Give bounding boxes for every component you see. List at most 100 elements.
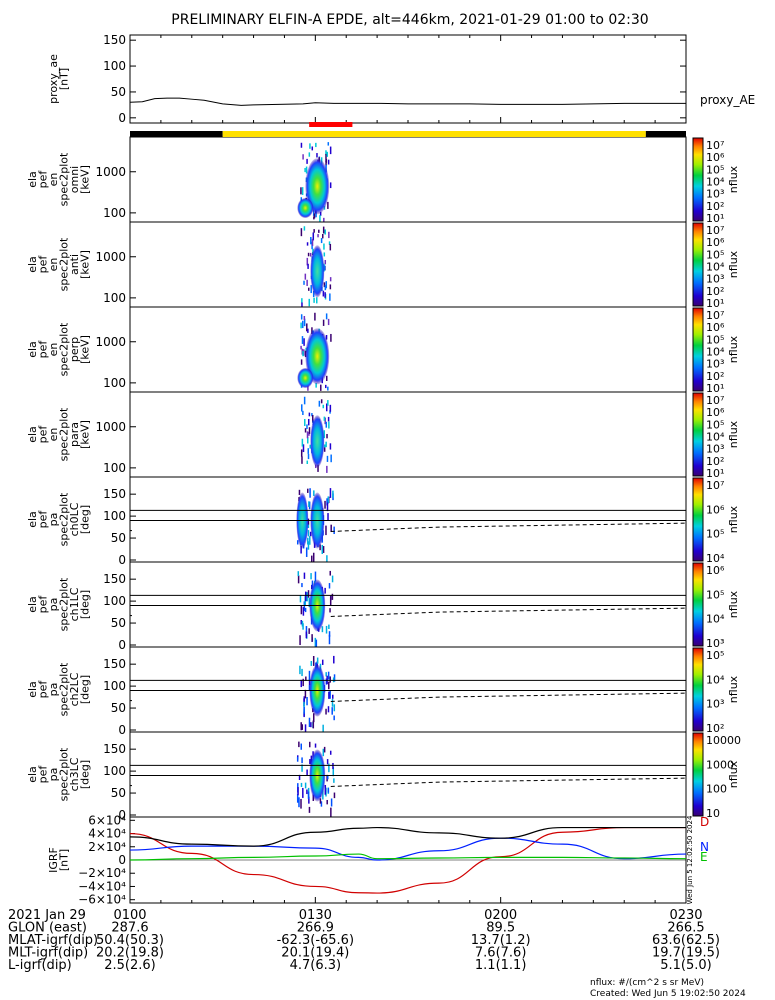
speckle-mark	[302, 787, 304, 798]
proxy-ae-panel: 150 100 50 0 proxy_AE proxy_ae[nT]	[47, 33, 756, 125]
ylabel-line: perp	[68, 337, 81, 362]
series-label: N	[700, 840, 709, 854]
ylabel-line: proxy_ae	[47, 54, 60, 104]
speckle-mark	[303, 601, 306, 611]
spectrogram-blob	[305, 328, 330, 385]
status-bars	[130, 122, 686, 137]
x-axis-row-label: MLAT-igrf(dip)	[8, 933, 98, 948]
ylabel-line: ela	[26, 426, 39, 443]
x-axis-value: 19.7(19.5)	[652, 946, 720, 961]
speckle-mark	[302, 350, 304, 357]
speckle-mark	[304, 273, 307, 280]
igrf-series-line	[129, 853, 687, 861]
speckle-mark	[300, 142, 303, 148]
speckle-mark	[314, 743, 317, 748]
x-axis-value: 5.1(5.0)	[660, 958, 712, 973]
colorbar-tick: 10¹	[706, 382, 724, 395]
speckle-mark	[304, 591, 307, 602]
speckle-mark	[301, 336, 304, 344]
ytick-label: −6×10⁴	[78, 893, 126, 907]
speckle-mark	[329, 182, 332, 189]
speckle-mark	[309, 444, 311, 449]
speckle-mark	[317, 234, 319, 238]
speckle-mark	[327, 706, 330, 713]
speckle-mark	[321, 626, 324, 633]
speckle-mark	[304, 724, 307, 734]
speckle-mark	[323, 217, 325, 222]
speckle-mark	[301, 583, 303, 588]
colorbar-label: nflux	[727, 250, 740, 278]
ylabel-line: pef	[36, 425, 49, 444]
speckle-mark	[310, 661, 313, 666]
ytick-label: 4×10⁴	[88, 827, 126, 841]
colorbar	[692, 477, 704, 562]
colorbar	[692, 562, 704, 647]
series-label: proxy_AE	[700, 93, 755, 107]
ylabel-line: [nT]	[57, 849, 70, 871]
colorbar-label: nflux	[727, 590, 740, 618]
ytick-label: 6×10⁴	[88, 813, 126, 827]
speckle-mark	[308, 628, 310, 634]
ytick-label: 150	[103, 487, 126, 501]
speckle-mark	[328, 631, 331, 637]
x-axis-value: 0230	[669, 908, 702, 923]
x-axis-value: 50.4(50.3)	[96, 933, 164, 948]
created-note: Created: Wed Jun 5 19:02:50 2024	[590, 989, 746, 999]
speckle-mark	[309, 741, 311, 748]
speckle-mark	[315, 383, 317, 388]
speckle-mark	[308, 427, 311, 434]
speckle-mark	[301, 298, 303, 303]
speckle-mark	[304, 168, 306, 173]
colorbar-tick: 10²	[706, 285, 724, 298]
speckle-mark	[325, 403, 328, 412]
spectrogram-blob	[310, 245, 325, 298]
ytick-label: 0	[118, 553, 126, 567]
ytick-label: 100	[103, 206, 126, 220]
x-axis-value: 266.9	[297, 921, 334, 936]
speckle-mark	[327, 159, 330, 165]
speckle-mark	[319, 211, 322, 216]
colorbar-tick: 10²	[706, 370, 724, 383]
pitch-angle-panel: 150 100 50 0 10⁶ 10⁵ 10⁴ 10³ nflux elapefpaspec2p…	[26, 561, 740, 652]
speckle-mark	[312, 720, 315, 729]
speckle-mark	[333, 674, 336, 682]
colorbar-tick: 10³	[706, 358, 724, 371]
ylabel-line: spec2plot	[57, 747, 70, 801]
colorbar-tick: 10⁶	[706, 151, 725, 164]
spectrogram-blob	[297, 368, 314, 388]
speckle-mark	[325, 525, 327, 536]
colorbar-tick: 10⁵	[706, 418, 724, 431]
proxy-ae-line	[129, 97, 686, 106]
speckle-mark	[307, 448, 310, 454]
speckle-mark	[323, 430, 326, 439]
series-label: D	[700, 815, 709, 829]
x-axis-row-label: MLT-igrf(dip)	[8, 946, 88, 961]
colorbar-tick: 10⁵	[706, 528, 724, 541]
ylabel-line: ela	[26, 256, 39, 273]
speckle-mark	[305, 547, 308, 557]
speckle-mark	[312, 713, 315, 723]
anti-loss-cone-curve	[330, 522, 687, 532]
anti-loss-cone-curve	[330, 692, 687, 702]
speckle-mark	[308, 806, 311, 813]
x-axis-row-label: GLON (east)	[8, 921, 87, 936]
speckle-mark	[326, 455, 329, 462]
ylabel-line: para	[68, 422, 81, 447]
speckle-mark	[308, 678, 311, 686]
pitch-angle-panel: 150 100 50 0 10⁵ 10⁴ 10³ 10² nflux elapefpaspec2p…	[26, 646, 740, 737]
speckle-mark	[322, 319, 325, 326]
speckle-mark	[303, 349, 305, 356]
speckle-mark	[324, 259, 327, 265]
speckle-mark	[325, 335, 328, 340]
ytick-label: 100	[103, 764, 126, 778]
status-bar-segment	[222, 131, 646, 137]
x-axis-value: 0200	[484, 908, 517, 923]
speckle-mark	[310, 236, 312, 245]
speckle-mark	[329, 488, 332, 498]
ytick-label: 1000	[95, 165, 126, 179]
ytick-label: 150	[103, 742, 126, 756]
speckle-mark	[303, 572, 306, 579]
speckle-mark	[331, 575, 334, 583]
speckle-mark	[329, 243, 332, 251]
